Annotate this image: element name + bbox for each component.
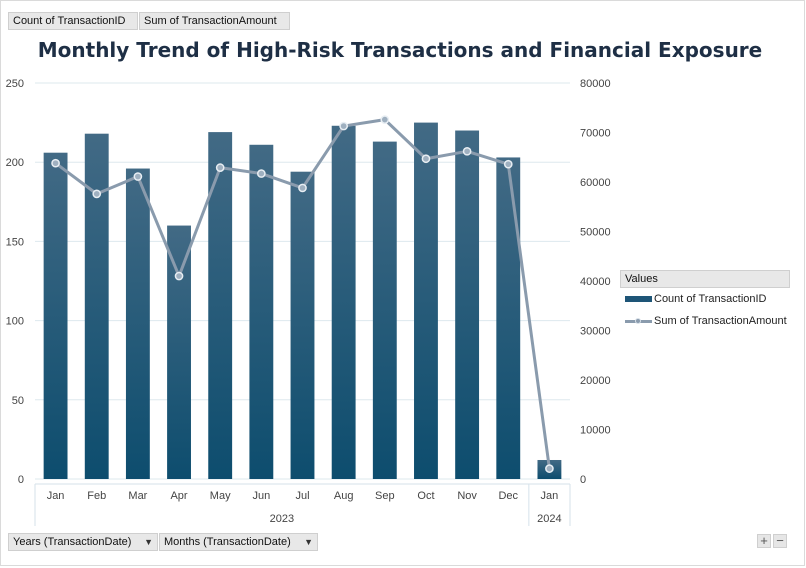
line-point xyxy=(503,159,513,169)
x-tick-label: Oct xyxy=(417,490,434,502)
x-tick-label: Aug xyxy=(334,490,354,502)
legend-item-sum: Sum of TransactionAmount xyxy=(620,310,790,332)
bar xyxy=(43,152,68,480)
x-tick-label: Apr xyxy=(170,490,187,502)
bar xyxy=(372,141,397,479)
y-right-tick-label: 40000 xyxy=(580,276,611,288)
bar xyxy=(496,157,521,479)
y-right-tick-label: 20000 xyxy=(580,375,611,387)
y-left-tick-label: 50 xyxy=(12,395,24,407)
bar xyxy=(455,130,480,479)
x-tick-label: Jul xyxy=(295,490,309,502)
y-right-tick-label: 60000 xyxy=(580,177,611,189)
bar xyxy=(84,133,109,480)
x-tick-label: Jan xyxy=(47,490,65,502)
y-right-tick-label: 30000 xyxy=(580,326,611,338)
expand-field-button[interactable]: + xyxy=(757,534,771,548)
bar xyxy=(125,168,150,479)
bar xyxy=(167,225,191,479)
line-point xyxy=(215,163,225,172)
y-left-tick-label: 150 xyxy=(6,236,24,248)
bar-swatch-icon xyxy=(625,296,652,302)
y-left-tick-label: 250 xyxy=(6,78,24,90)
y-right-tick-label: 0 xyxy=(580,474,586,486)
field-button-sum-transactionamount[interactable]: Sum of TransactionAmount xyxy=(139,12,290,30)
line-point xyxy=(92,189,102,199)
legend-label-sum: Sum of TransactionAmount xyxy=(654,315,787,327)
y-right-tick-label: 80000 xyxy=(580,78,611,90)
line-point xyxy=(462,146,472,156)
line-point xyxy=(545,464,554,473)
y-right-tick-label: 10000 xyxy=(580,425,611,437)
y-right-tick-label: 50000 xyxy=(580,227,611,239)
x-tick-label: Mar xyxy=(128,490,147,502)
bar xyxy=(414,122,438,479)
x-tick-label: Jan xyxy=(541,490,559,502)
legend-label-count: Count of TransactionID xyxy=(654,293,767,305)
line-point xyxy=(174,271,184,281)
line-point xyxy=(380,115,390,124)
line-point xyxy=(339,121,349,131)
y-right-tick-label: 70000 xyxy=(580,128,611,140)
bar xyxy=(331,125,356,479)
field-button-years[interactable]: Years (TransactionDate) ▼ xyxy=(8,533,158,551)
dropdown-arrow-icon[interactable]: ▼ xyxy=(304,537,313,547)
field-button-count-transactionid[interactable]: Count of TransactionID xyxy=(8,12,138,30)
y-left-tick-label: 200 xyxy=(6,157,24,169)
line-point xyxy=(298,183,307,193)
line-point xyxy=(256,169,266,178)
x-tick-label: Sep xyxy=(375,490,395,502)
legend-header[interactable]: Values xyxy=(620,270,790,288)
x-group-label: 2023 xyxy=(270,513,294,525)
x-tick-label: Feb xyxy=(87,490,106,502)
bar xyxy=(290,171,315,480)
field-label-years: Years (TransactionDate) xyxy=(13,536,132,548)
x-group-label: 2024 xyxy=(537,513,561,525)
dropdown-arrow-icon[interactable]: ▼ xyxy=(144,537,153,547)
line-point xyxy=(421,154,431,164)
line-point xyxy=(51,158,60,168)
x-tick-label: May xyxy=(210,490,231,502)
bar xyxy=(208,132,233,479)
legend: Values Count of TransactionID Sum of Tra… xyxy=(620,270,790,332)
y-left-tick-label: 0 xyxy=(18,474,24,486)
field-button-months[interactable]: Months (TransactionDate) ▼ xyxy=(159,533,318,551)
line-point xyxy=(133,172,143,181)
collapse-field-button[interactable]: − xyxy=(773,534,787,548)
x-tick-label: Jun xyxy=(252,490,270,502)
x-tick-label: Dec xyxy=(498,490,518,502)
line-swatch-icon xyxy=(625,318,652,324)
bar xyxy=(249,144,274,479)
x-tick-label: Nov xyxy=(457,490,477,502)
chart-title: Monthly Trend of High-Risk Transactions … xyxy=(37,38,763,62)
field-label-months: Months (TransactionDate) xyxy=(164,536,291,548)
y-left-tick-label: 100 xyxy=(6,316,24,328)
legend-item-count: Count of TransactionID xyxy=(620,288,790,310)
